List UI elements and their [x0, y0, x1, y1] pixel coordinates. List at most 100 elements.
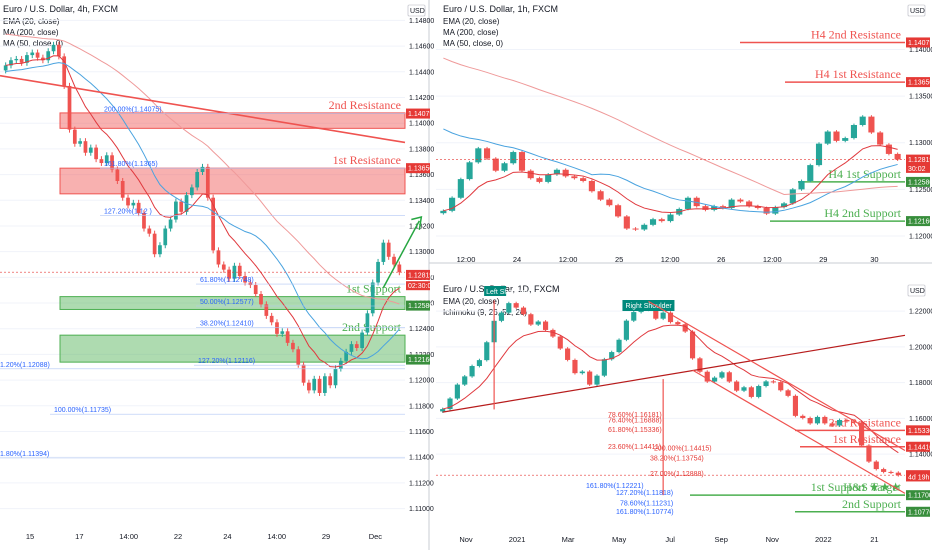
price-tag-countdown [906, 472, 930, 482]
candle-body [631, 312, 637, 321]
candle-body [682, 324, 688, 332]
y-tick-label: 1.14000 [409, 121, 434, 128]
level-label: 1st Support ★★★ [811, 480, 901, 494]
candle-body [859, 422, 865, 446]
price-tag-label: 02:30:01 [408, 283, 435, 290]
price-tag-countdown [406, 281, 430, 291]
candle-body [588, 180, 595, 192]
candle-body [291, 342, 295, 350]
y-tick-label: 1.11400 [409, 455, 434, 462]
candle-body [641, 224, 648, 230]
candle-body [571, 176, 578, 179]
candle-body [885, 144, 892, 154]
candle-body [800, 415, 806, 419]
fib-level-label: 61.80%(1.12748) [200, 277, 254, 284]
candle-body [72, 129, 77, 144]
y-tick-label: 1.18000 [909, 380, 932, 387]
x-tick-label: Mar [562, 535, 575, 544]
candle-body [392, 256, 396, 265]
candle-body [689, 331, 696, 359]
price-tag-label: 1.14075 [908, 40, 932, 47]
candle-body [580, 178, 587, 181]
candle-body [601, 359, 607, 376]
candle-body [253, 285, 258, 295]
fib-level-label: 61.80%(1.15336) [608, 427, 662, 434]
x-tick-label: 29 [819, 255, 827, 264]
candle-body [462, 376, 468, 385]
candle-body [833, 131, 840, 141]
x-tick-label: 12:00 [763, 255, 782, 264]
candle-body [553, 169, 560, 175]
price-tag-label: 1.12819 [408, 272, 433, 279]
candle-body [763, 208, 770, 214]
candle-body [528, 314, 534, 325]
price-tag-support [906, 176, 930, 187]
candle-body [94, 147, 98, 160]
candle-body [397, 264, 402, 273]
candle-body [658, 219, 665, 222]
ma50-line [5, 62, 400, 360]
d1-legend-ema: EMA (20, close) [443, 297, 500, 306]
fib-level-label: 23.60%(1.14411) [608, 444, 661, 451]
callout-box [622, 300, 675, 311]
h1-currency-button[interactable]: USD [907, 4, 926, 17]
candle-body [873, 461, 879, 470]
candle-body [754, 206, 761, 209]
x-tick-label: 2022 [815, 535, 832, 544]
fib-level-label: 76.40%(1.16888) [608, 417, 662, 424]
x-tick-label: 26 [717, 255, 725, 264]
h1-legend-ma50: MA (50, close, 0) [443, 39, 503, 48]
price-tag-label: 1.11700 [908, 493, 932, 500]
candle-body [344, 351, 349, 361]
fib-level-label: 200.00%(1.14075) [104, 107, 162, 114]
h4-currency-button[interactable]: USD [407, 4, 426, 17]
candle-body [200, 166, 205, 173]
fib-level-label: 100.00%(1.11735) [54, 407, 111, 414]
fib-level-label: 127.20%(1.11818) [616, 490, 673, 497]
h4-title: Euro / U.S. Dollar, 4h, FXCM [3, 4, 118, 14]
candle-body [264, 304, 269, 316]
candle-body [484, 342, 490, 361]
price-tag-label: 1.12819 [908, 157, 932, 164]
y-tick-label: 1.13000 [909, 140, 932, 147]
price-tag-support [906, 490, 930, 501]
candle-body [587, 371, 593, 385]
x-tick-label: 14:00 [119, 532, 138, 541]
candle-body [702, 206, 709, 210]
price-tag-label: 1.12160 [908, 219, 932, 226]
y-tick-label: 1.20000 [909, 344, 932, 351]
x-tick-label: 17 [75, 532, 83, 541]
level-label: 2nd Support [842, 497, 902, 511]
candle-body [492, 158, 499, 171]
level-label: H4 1st Support [828, 167, 901, 181]
ema-line [5, 55, 400, 368]
candle-body [365, 313, 370, 333]
candle-body [623, 320, 629, 340]
candle-body [579, 371, 585, 374]
candle-body [712, 377, 718, 382]
candle-body [322, 376, 327, 393]
y-tick-label: 1.13400 [409, 198, 434, 205]
candle-body [778, 382, 784, 391]
y-tick-label: 1.11600 [409, 429, 434, 436]
candle-body [594, 375, 600, 385]
candle-body [126, 197, 130, 206]
fib-level-label: 127.20%(1.12116) [198, 358, 255, 365]
price-tag-resistance [906, 77, 930, 88]
x-tick-label: 2021 [509, 535, 526, 544]
d1-currency-button[interactable]: USD [907, 284, 926, 297]
x-tick-label: Dec [369, 532, 383, 541]
d1-legend-ichimoku: Ichimoku (9, 26, 52, 26) [443, 308, 527, 317]
candle-body [51, 44, 56, 52]
candle-body [99, 159, 104, 164]
x-tick-label: 15 [26, 532, 34, 541]
price-tag-label: 1.14410 [908, 444, 932, 451]
candle-body [457, 179, 464, 198]
candle-body [301, 364, 306, 383]
candle-body [469, 366, 475, 377]
candle-body [565, 348, 571, 360]
candle-body [296, 349, 301, 365]
candle-body [842, 138, 849, 141]
candle-body [163, 228, 168, 246]
